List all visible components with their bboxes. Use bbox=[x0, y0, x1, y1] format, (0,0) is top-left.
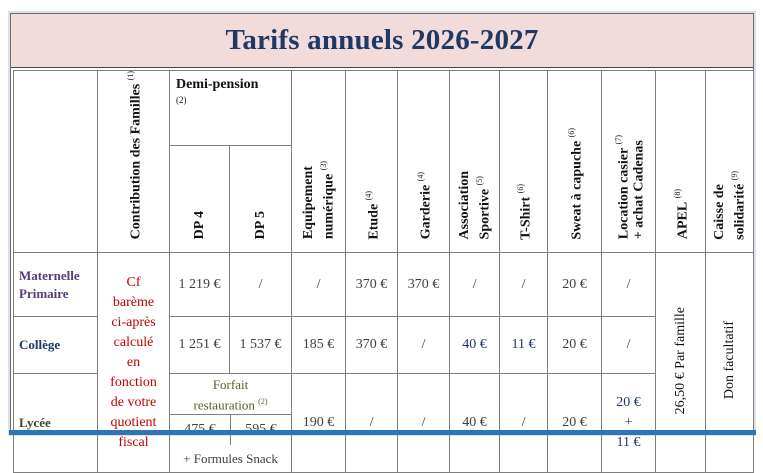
cell-college-dp4: 1 251 € bbox=[169, 316, 230, 375]
row-label-maternelle: Maternelle Primaire bbox=[13, 252, 98, 318]
cell-college-dp5: 1 537 € bbox=[228, 316, 293, 375]
cell-maternelle-equipement: / bbox=[291, 252, 347, 318]
cell-maternelle-association: / bbox=[449, 252, 501, 318]
cell-lycee-location: 20 € + 11 € bbox=[601, 373, 657, 473]
cell-college-equipement: 185 € bbox=[291, 316, 347, 375]
cell-lycee-garderie: / bbox=[397, 373, 451, 473]
row-maternelle: Maternelle Primaire Cf barème ci-après ca… bbox=[13, 252, 755, 473]
header-etude: Etude (4) bbox=[345, 69, 399, 254]
cell-lycee-snack: + Formules Snack bbox=[183, 450, 278, 466]
row-college: Collège 1 251 € 1 537 € 185 € 370 € / 40… bbox=[13, 316, 754, 375]
cell-maternelle-tshirt: / bbox=[499, 252, 549, 318]
cell-college-association: 40 € bbox=[449, 316, 501, 375]
cell-maternelle-location: / bbox=[601, 252, 657, 318]
row-label-college: Collège bbox=[13, 316, 98, 375]
tarifs-table: Contribution des Familles (1) Demi-pensi… bbox=[13, 69, 755, 473]
cell-lycee-association: 40 € bbox=[449, 373, 501, 473]
header-association: Association Sportive (5) bbox=[449, 69, 501, 254]
header-dp4: DP 4 bbox=[169, 144, 230, 254]
cell-lycee-dp-prices: 475 € 595 € + Formules Snack bbox=[168, 414, 293, 473]
row-label-lycee: Lycée bbox=[13, 373, 98, 473]
header-tshirt: T-Shirt (6) bbox=[499, 69, 549, 254]
apel-cell: 26,50 € Par famille bbox=[655, 252, 707, 473]
cell-college-sweat: 20 € bbox=[547, 316, 603, 375]
cell-lycee-forfait: Forfait restauration (2) bbox=[168, 373, 293, 416]
header-contribution: Contribution des Familles (1) bbox=[97, 69, 170, 254]
header-row-1: Contribution des Familles (1) Demi-pensi… bbox=[13, 69, 755, 254]
header-sweat: Sweat à capuche (6) bbox=[547, 69, 603, 254]
header-location: Location casier (7) + achat Cadenas bbox=[601, 69, 657, 254]
cell-maternelle-sweat: 20 € bbox=[547, 252, 603, 318]
cell-college-garderie: / bbox=[397, 316, 451, 375]
cell-lycee-equipement: 190 € bbox=[291, 373, 347, 473]
cell-lycee-sweat: 20 € bbox=[547, 373, 603, 473]
header-garderie: Garderie (4) bbox=[397, 69, 451, 254]
cell-maternelle-dp4: 1 219 € bbox=[169, 252, 230, 318]
header-corner bbox=[13, 69, 98, 254]
header-equipement: Equipement numérique (3) bbox=[291, 69, 347, 254]
contribution-note: Cf barème ci-après calculé en fonction d… bbox=[97, 252, 170, 473]
caisse-cell: Don facultatif bbox=[705, 252, 755, 473]
header-apel: APEL (8) bbox=[655, 69, 707, 254]
cell-lycee-etude: / bbox=[345, 373, 399, 473]
cell-college-tshirt: 11 € bbox=[499, 316, 549, 375]
cell-college-location: / bbox=[601, 316, 657, 375]
bottom-border-bar bbox=[9, 430, 756, 435]
page-title: Tarifs annuels 2026-2027 bbox=[11, 14, 753, 68]
cell-maternelle-etude: 370 € bbox=[345, 252, 399, 318]
cell-lycee-tshirt: / bbox=[499, 373, 549, 473]
header-row-2: DP 4 DP 5 bbox=[14, 144, 754, 254]
cell-maternelle-dp5: / bbox=[228, 252, 293, 318]
cell-college-etude: 370 € bbox=[345, 316, 399, 375]
header-demi-pension: Demi-pension (2) bbox=[168, 70, 293, 146]
cell-maternelle-garderie: 370 € bbox=[397, 252, 451, 318]
header-dp5: DP 5 bbox=[228, 144, 293, 254]
tarifs-document: Tarifs annuels 2026-2027 Contribution de… bbox=[10, 13, 755, 473]
header-caisse: Caisse de solidarité (9) bbox=[705, 69, 755, 254]
